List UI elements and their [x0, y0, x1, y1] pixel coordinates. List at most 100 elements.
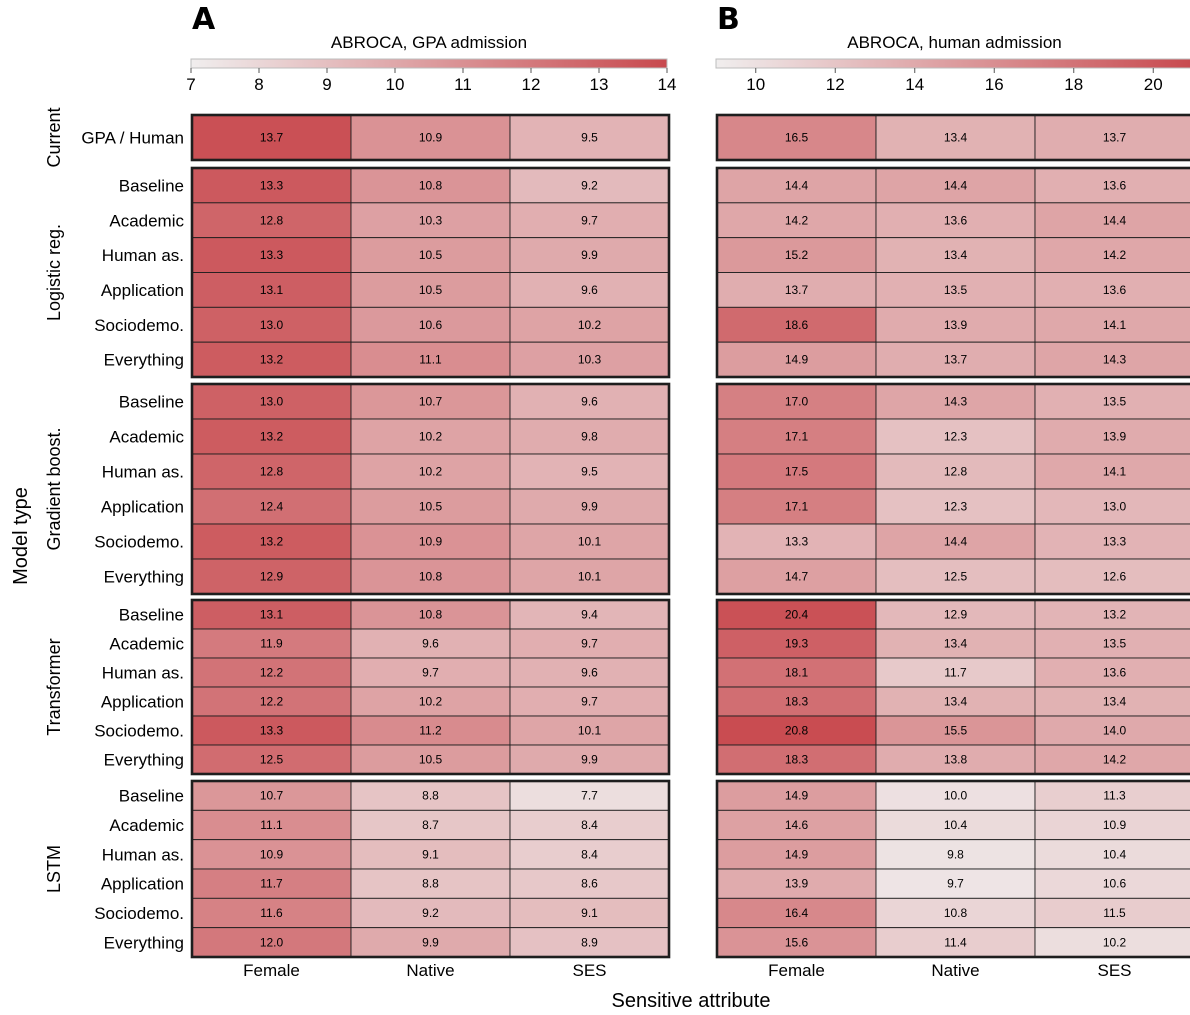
- cell-value-label: 13.1: [260, 608, 284, 622]
- row-label: Academic: [109, 428, 184, 447]
- cell-value-label: 11.7: [260, 877, 283, 891]
- heatmap-cell: [350, 341, 511, 378]
- column-label-female: Female: [768, 961, 825, 980]
- cell-value-label: 8.9: [581, 935, 598, 949]
- cell-value-label: 9.4: [581, 608, 598, 622]
- colorbar-tick-label: 14: [658, 75, 677, 94]
- heatmap-cell: [716, 839, 877, 870]
- colorbar-tick-label: 12: [522, 75, 541, 94]
- group-label: LSTM: [44, 845, 64, 893]
- cell-value-label: 10.2: [1103, 935, 1127, 949]
- x-axis-label: Sensitive attribute: [612, 990, 771, 1012]
- heatmap-cell: [875, 202, 1036, 239]
- cell-value-label: 14.9: [785, 789, 809, 803]
- heatmap-cell: [1034, 927, 1190, 958]
- heatmap-cell: [1034, 272, 1190, 308]
- colorbar-tick-label: 13: [590, 75, 609, 94]
- cell-value-label: 13.4: [1103, 695, 1127, 709]
- heatmap-cell: [1034, 383, 1190, 420]
- group-block-frame: [190, 113, 671, 162]
- heatmap-cell: [1034, 686, 1190, 717]
- cell-value-label: 13.6: [1103, 178, 1127, 192]
- cell-value-label: 13.4: [944, 695, 968, 709]
- cell-value-label: 13.7: [944, 353, 968, 367]
- cell-value-label: 10.8: [419, 570, 443, 584]
- row-label: Everything: [104, 568, 184, 587]
- heatmap-cell: [875, 744, 1036, 775]
- cell-value-label: 13.2: [260, 535, 284, 549]
- heatmap-cell: [191, 657, 352, 688]
- cell-value-label: 9.7: [581, 637, 598, 651]
- heatmap-cell: [350, 868, 511, 899]
- cell-value-label: 14.2: [785, 213, 809, 227]
- cell-value-label: 13.3: [260, 248, 284, 262]
- cell-value-label: 18.1: [785, 666, 809, 680]
- cell-value-label: 10.1: [578, 724, 602, 738]
- row-label: Human as.: [102, 463, 184, 482]
- cell-value-label: 13.3: [785, 535, 809, 549]
- cell-value-label: 20.8: [785, 724, 809, 738]
- heatmap-cell: [716, 272, 877, 308]
- cell-value-label: 13.1: [260, 283, 284, 297]
- group-block-frame: [715, 598, 1190, 776]
- row-label: Application: [101, 875, 184, 894]
- heatmap-cell: [350, 715, 511, 746]
- heatmap-cell: [509, 809, 670, 841]
- cell-value-label: 12.8: [260, 465, 284, 479]
- cell-value-label: 10.2: [578, 318, 602, 332]
- cell-value-label: 10.3: [578, 353, 602, 367]
- heatmap-cell: [350, 202, 511, 239]
- cell-value-label: 10.1: [578, 535, 602, 549]
- heatmap-cell: [716, 523, 877, 560]
- heatmap-cell: [509, 558, 670, 595]
- cell-value-label: 14.4: [1103, 213, 1127, 227]
- cell-value-label: 10.9: [419, 131, 443, 145]
- cell-value-label: 14.4: [944, 178, 968, 192]
- heatmap-cell: [350, 306, 511, 343]
- cell-value-label: 13.5: [1103, 637, 1127, 651]
- cell-value-label: 13.3: [1103, 535, 1127, 549]
- cell-value-label: 8.4: [581, 818, 598, 832]
- cell-value-label: 17.1: [785, 430, 809, 444]
- cell-value-label: 14.3: [944, 395, 968, 409]
- cell-value-label: 14.2: [1103, 248, 1127, 262]
- colorbar-tick-label: 20: [1144, 75, 1163, 94]
- group-label: Current: [44, 107, 64, 167]
- row-label: Human as.: [102, 845, 184, 864]
- colorbar-tick-label: 9: [322, 75, 331, 94]
- group-label: Transformer: [44, 638, 64, 735]
- heatmap-cell: [1034, 237, 1190, 273]
- cell-value-label: 16.5: [785, 131, 809, 145]
- cell-value-label: 10.3: [419, 213, 443, 227]
- heatmap-cell: [509, 306, 670, 343]
- cell-value-label: 10.7: [419, 395, 443, 409]
- heatmap-cell: [191, 306, 352, 343]
- heatmap-cell: [509, 167, 670, 204]
- cell-value-label: 9.7: [581, 695, 598, 709]
- cell-value-label: 14.2: [1103, 753, 1127, 767]
- row-label: Baseline: [119, 606, 184, 625]
- row-label: Baseline: [119, 393, 184, 412]
- heatmap-cell: [716, 927, 877, 958]
- cell-value-label: 9.6: [422, 637, 439, 651]
- heatmap-cell: [875, 237, 1036, 273]
- colorbar-title-b: ABROCA, human admission: [847, 33, 1061, 52]
- heatmap-cell: [1034, 202, 1190, 239]
- cell-value-label: 13.3: [260, 178, 284, 192]
- cell-value-label: 12.3: [944, 500, 968, 514]
- cell-value-label: 8.4: [581, 847, 598, 861]
- cell-value-label: 10.5: [419, 500, 443, 514]
- cell-value-label: 9.8: [947, 847, 964, 861]
- heatmap-cell: [1034, 167, 1190, 204]
- cell-value-label: 13.7: [785, 283, 809, 297]
- heatmap-cell: [191, 897, 352, 929]
- colorbar-tick-label: 18: [1064, 75, 1083, 94]
- cell-value-label: 13.8: [944, 753, 968, 767]
- heatmap-cell: [350, 599, 511, 630]
- cell-value-label: 9.9: [581, 248, 598, 262]
- heatmap-cell: [191, 453, 352, 490]
- heatmap-cell: [1034, 114, 1190, 161]
- cell-value-label: 11.7: [944, 666, 967, 680]
- cell-value-label: 9.2: [581, 178, 598, 192]
- heatmap-cell: [1034, 809, 1190, 841]
